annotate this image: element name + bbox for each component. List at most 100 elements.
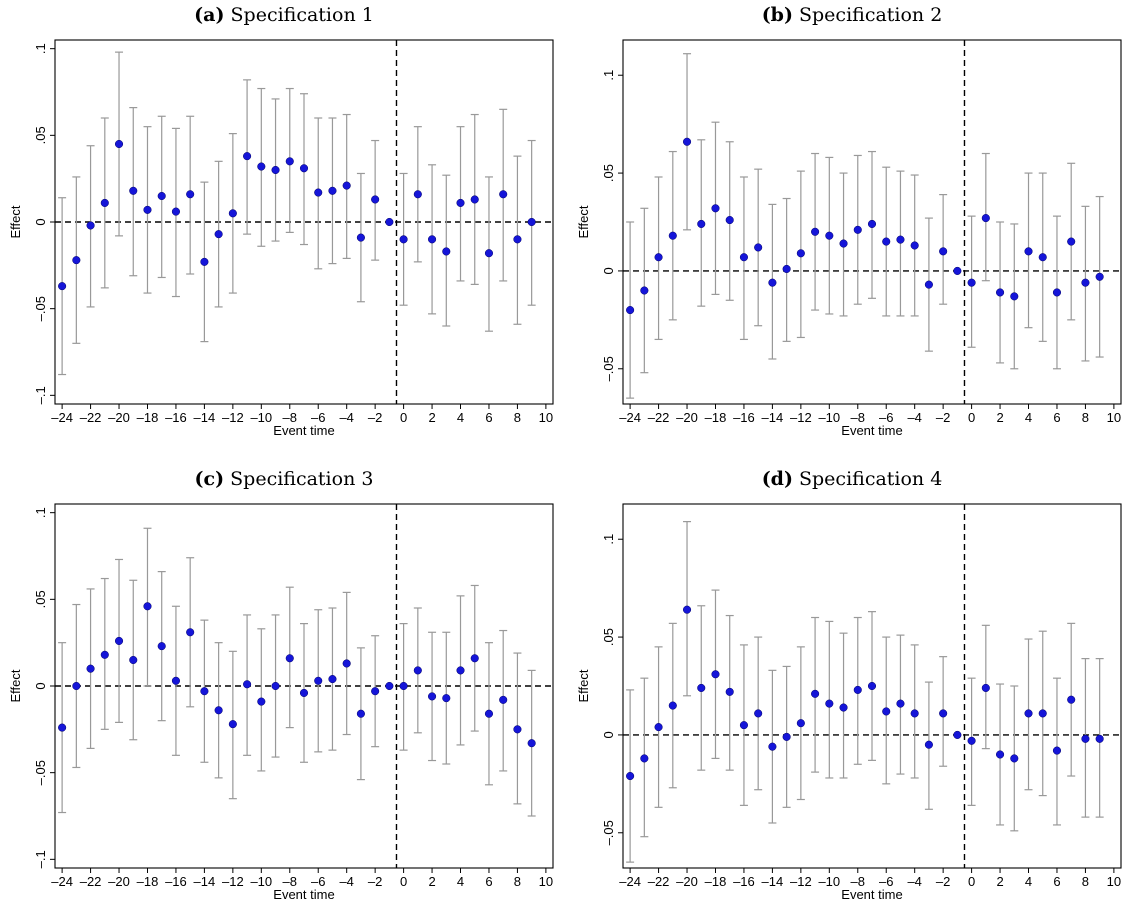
x-tick-label: –20 [108,410,130,425]
data-point [654,253,663,262]
data-point [1024,247,1033,256]
y-tick-label: 0 [33,218,48,225]
data-point [981,683,990,693]
x-tick-label: 10 [539,410,553,425]
x-tick-label: –14 [762,410,784,425]
data-point [171,207,180,216]
data-point [299,164,309,173]
data-point [825,231,834,240]
panel-label: (d) [761,468,793,490]
plot-frame [622,39,1122,405]
data-point [342,659,351,668]
data-point [739,721,748,730]
x-tick-label: 4 [1025,874,1032,889]
data-point [399,235,408,244]
data-point [385,217,394,227]
data-point [967,736,976,745]
data-point [243,152,252,161]
x-tick-label: 6 [485,410,492,425]
x-tick-label: –6 [311,874,325,889]
data-point [1052,288,1062,297]
data-point [910,241,919,250]
x-tick-label: –14 [194,874,216,889]
x-tick-label: –24 [619,874,641,889]
data-point [257,162,266,171]
x-tick-label: 6 [1053,874,1060,889]
x-tick-label: 10 [1107,874,1121,889]
data-point [697,683,706,693]
data-point [356,233,365,242]
panel-b: (b) Specification 2 –24 –22 –20 –18 –16 –14 –1… [568,4,1136,454]
data-point [58,723,67,732]
data-point [1095,272,1104,281]
data-point [924,740,933,749]
data-point [682,137,692,146]
x-tick-label: –8 [283,410,297,425]
data-point [484,249,494,258]
panel-a: (a) Specification 1 –24 –22 –20 –18 –16 –14 –1… [0,4,568,454]
y-tick-label: –.05 [33,296,48,321]
x-tick-label: –18 [137,410,159,425]
data-point [754,243,763,252]
data-point [1010,292,1019,301]
data-point [626,771,635,781]
data-point [143,205,152,214]
data-point [129,655,138,665]
data-point [825,699,834,708]
x-tick-label: 2 [996,874,1003,889]
data-point [356,709,365,718]
data-point [385,681,394,691]
data-point [129,186,138,195]
x-axis-label: Event time [841,423,902,438]
x-tick-label: –8 [283,874,297,889]
panel-title-text: Specification 4 [799,468,943,490]
data-point [1095,734,1104,743]
data-point [739,253,748,262]
x-tick-label: 6 [1053,410,1060,425]
data-point [442,247,451,256]
panel-title: (a) Specification 1 [0,4,568,26]
x-tick-label: –14 [194,410,216,425]
data-point [257,697,266,706]
y-tick-label: –.1 [33,386,48,404]
data-point [228,209,237,218]
x-tick-label: 2 [428,410,435,425]
data-point [853,225,862,234]
x-tick-label: –16 [733,410,755,425]
data-point [456,666,465,675]
data-point [499,190,508,199]
data-point [910,709,919,718]
x-tick-label: –4 [907,874,921,889]
x-tick-label: –22 [648,874,670,889]
data-point [811,689,820,698]
data-point [399,681,408,691]
data-point [271,681,280,691]
data-point [271,165,280,175]
x-tick-label: –10 [250,410,272,425]
y-tick-label: –.1 [33,850,48,868]
x-tick-label: –16 [733,874,755,889]
y-axis-label: Effect [8,205,23,238]
chart-a: –24 –22 –20 –18 –16 –14 –12 –10 –8 –6 –4 –2 0 2 4 6 8 10–… [8,39,554,438]
data-point [924,280,933,289]
data-point [1081,734,1090,743]
data-point [371,687,380,696]
x-axis-label: Event time [273,423,334,438]
x-axis-label: Event time [273,887,334,902]
y-axis-label: Effect [576,205,591,238]
data-point [725,215,734,225]
data-point [996,288,1005,297]
data-point [72,681,81,691]
x-tick-label: –16 [165,874,187,889]
x-tick-label: –20 [676,874,698,889]
x-tick-label: –12 [790,410,812,425]
x-tick-label: –8 [851,874,865,889]
x-tick-label: –12 [790,874,812,889]
data-point [939,709,948,718]
x-tick-label: –10 [818,874,840,889]
data-point [72,256,81,265]
x-tick-label: 10 [539,874,553,889]
data-point [186,190,195,199]
panel-d: (d) Specification 4 –24 –22 –20 –18 –16 –14 –1… [568,468,1136,915]
x-tick-label: –18 [137,874,159,889]
